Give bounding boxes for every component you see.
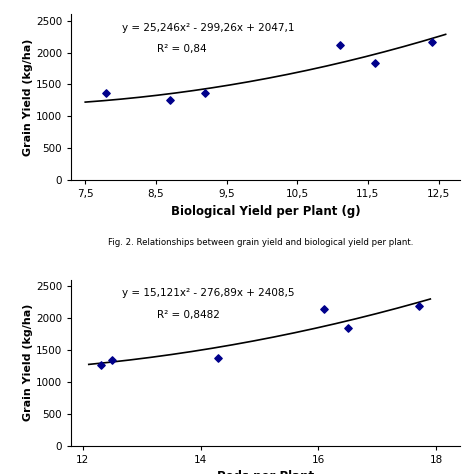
Point	[97, 361, 104, 368]
X-axis label: Pods per Plant: Pods per Plant	[217, 470, 314, 474]
Text: Fig. 2. Relationships between grain yield and biological yield per plant.: Fig. 2. Relationships between grain yiel…	[108, 238, 413, 247]
Point	[166, 96, 174, 103]
Text: R² = 0,84: R² = 0,84	[156, 44, 206, 54]
Text: y = 15,121x² - 276,89x + 2408,5: y = 15,121x² - 276,89x + 2408,5	[122, 288, 294, 298]
Point	[371, 59, 379, 66]
Point	[336, 41, 344, 49]
Point	[320, 305, 328, 313]
Text: y = 25,246x² - 299,26x + 2047,1: y = 25,246x² - 299,26x + 2047,1	[122, 23, 294, 33]
Y-axis label: Grain Yield (kg/ha): Grain Yield (kg/ha)	[23, 38, 33, 156]
Point	[201, 89, 209, 97]
Point	[415, 303, 422, 310]
Text: R² = 0,8482: R² = 0,8482	[156, 310, 219, 319]
Y-axis label: Grain Yield (kg/ha): Grain Yield (kg/ha)	[23, 304, 33, 421]
Point	[344, 324, 352, 331]
Point	[428, 38, 435, 46]
Point	[103, 90, 110, 97]
Point	[215, 355, 222, 362]
X-axis label: Biological Yield per Plant (g): Biological Yield per Plant (g)	[171, 205, 360, 218]
Point	[109, 356, 116, 364]
